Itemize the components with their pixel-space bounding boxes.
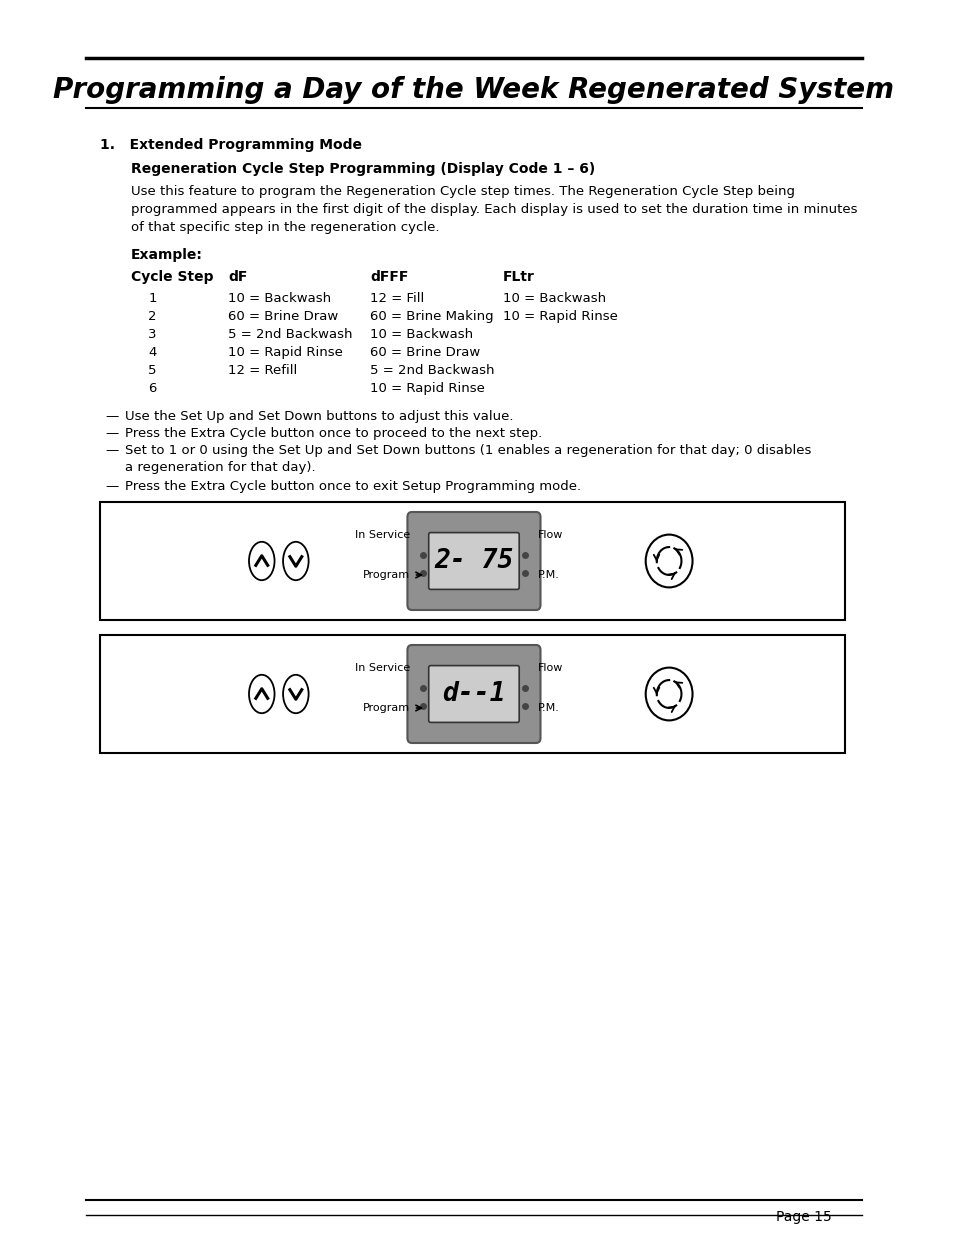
Text: 60 = Brine Draw: 60 = Brine Draw (370, 346, 480, 359)
Text: 6: 6 (149, 382, 156, 395)
Text: Use this feature to program the Regeneration Cycle step times. The Regeneration : Use this feature to program the Regenera… (131, 185, 856, 233)
Text: In Service: In Service (355, 663, 410, 673)
Text: Page 15: Page 15 (775, 1210, 831, 1224)
FancyBboxPatch shape (428, 666, 518, 722)
Text: dFFF: dFFF (370, 270, 408, 284)
Text: P.M.: P.M. (537, 571, 559, 580)
Text: Regeneration Cycle Step Programming (Display Code 1 – 6): Regeneration Cycle Step Programming (Dis… (131, 162, 595, 177)
Text: 3: 3 (149, 329, 156, 341)
Text: Example:: Example: (131, 248, 202, 262)
Text: 5 = 2nd Backwash: 5 = 2nd Backwash (370, 364, 495, 377)
Ellipse shape (249, 674, 274, 713)
Text: Flow: Flow (537, 530, 562, 540)
FancyBboxPatch shape (99, 501, 843, 620)
Ellipse shape (249, 542, 274, 580)
Text: —: — (106, 445, 119, 457)
Text: 1: 1 (149, 291, 156, 305)
Ellipse shape (283, 674, 308, 713)
Text: Press the Extra Cycle button once to proceed to the next step.: Press the Extra Cycle button once to pro… (125, 427, 542, 440)
Text: P.M.: P.M. (537, 703, 559, 713)
Text: —: — (106, 480, 119, 493)
Text: 5: 5 (149, 364, 156, 377)
Text: 2- 75: 2- 75 (434, 548, 513, 574)
Text: Program: Program (362, 703, 410, 713)
Text: 10 = Rapid Rinse: 10 = Rapid Rinse (503, 310, 618, 324)
Text: FLtr: FLtr (503, 270, 535, 284)
Text: In Service: In Service (355, 530, 410, 540)
Text: Flow: Flow (537, 663, 562, 673)
Text: 10 = Rapid Rinse: 10 = Rapid Rinse (370, 382, 484, 395)
Text: 60 = Brine Making: 60 = Brine Making (370, 310, 494, 324)
Text: Cycle Step: Cycle Step (131, 270, 213, 284)
Text: 10 = Backwash: 10 = Backwash (503, 291, 606, 305)
Text: —: — (106, 410, 119, 424)
Text: 2: 2 (149, 310, 156, 324)
Text: dF: dF (228, 270, 248, 284)
Text: —: — (106, 427, 119, 440)
Text: 60 = Brine Draw: 60 = Brine Draw (228, 310, 338, 324)
Text: Press the Extra Cycle button once to exit Setup Programming mode.: Press the Extra Cycle button once to exi… (125, 480, 581, 493)
Ellipse shape (283, 542, 308, 580)
Text: 5 = 2nd Backwash: 5 = 2nd Backwash (228, 329, 353, 341)
FancyBboxPatch shape (407, 513, 540, 610)
Text: 10 = Rapid Rinse: 10 = Rapid Rinse (228, 346, 343, 359)
Text: 1.   Extended Programming Mode: 1. Extended Programming Mode (99, 138, 361, 152)
FancyBboxPatch shape (428, 532, 518, 589)
Text: Program: Program (362, 571, 410, 580)
Ellipse shape (645, 668, 692, 720)
Text: 12 = Refill: 12 = Refill (228, 364, 297, 377)
Text: 12 = Fill: 12 = Fill (370, 291, 424, 305)
FancyBboxPatch shape (99, 635, 843, 753)
Text: d--1: d--1 (442, 680, 505, 706)
FancyBboxPatch shape (407, 645, 540, 743)
Text: Use the Set Up and Set Down buttons to adjust this value.: Use the Set Up and Set Down buttons to a… (125, 410, 514, 424)
Text: 10 = Backwash: 10 = Backwash (228, 291, 331, 305)
Text: Programming a Day of the Week Regenerated System: Programming a Day of the Week Regenerate… (53, 77, 894, 104)
Text: 4: 4 (149, 346, 156, 359)
Text: Set to 1 or 0 using the Set Up and Set Down buttons (1 enables a regeneration fo: Set to 1 or 0 using the Set Up and Set D… (125, 445, 811, 474)
Text: 10 = Backwash: 10 = Backwash (370, 329, 473, 341)
Ellipse shape (645, 535, 692, 588)
